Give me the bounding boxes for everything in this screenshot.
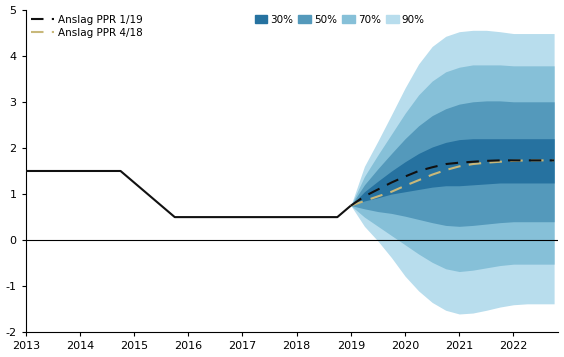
- Legend: 30%, 50%, 70%, 90%: 30%, 50%, 70%, 90%: [255, 15, 425, 25]
